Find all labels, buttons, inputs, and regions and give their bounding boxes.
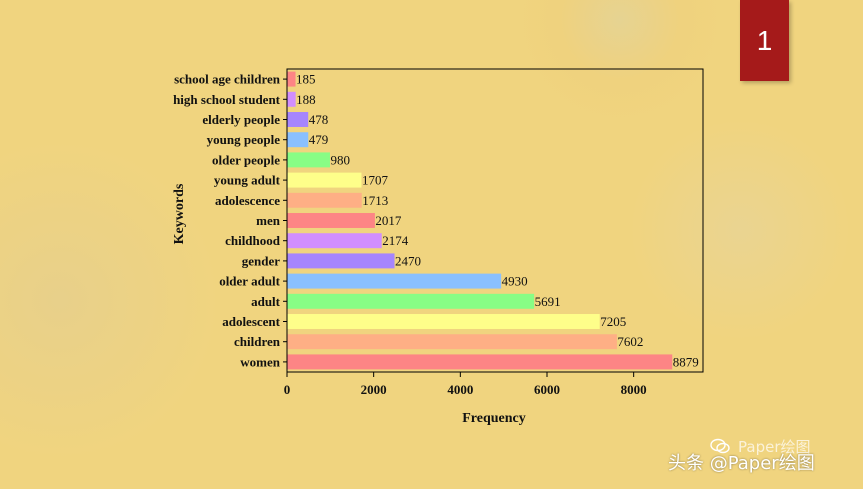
bar xyxy=(287,172,362,188)
data-label: 2174 xyxy=(382,233,409,248)
data-label: 478 xyxy=(309,112,329,127)
x-tick-label: 4000 xyxy=(447,382,473,397)
bar xyxy=(287,293,535,309)
category-label: older people xyxy=(212,152,280,167)
data-label: 980 xyxy=(330,152,350,167)
x-tick-label: 6000 xyxy=(534,382,560,397)
x-axis-title: Frequency xyxy=(462,411,526,426)
slide-number-badge: 1 xyxy=(740,0,789,81)
category-label: young people xyxy=(207,132,281,147)
data-label: 1713 xyxy=(362,193,388,208)
x-tick-label: 2000 xyxy=(361,382,387,397)
category-label: gender xyxy=(242,253,281,268)
bar xyxy=(287,112,309,127)
x-tick-label: 8000 xyxy=(621,382,647,397)
data-label: 8879 xyxy=(673,354,699,369)
watermark-faint-text: Paper绘图 xyxy=(738,438,811,456)
category-label: school age children xyxy=(174,72,281,87)
data-label: 5691 xyxy=(535,294,561,309)
category-label: elderly people xyxy=(202,112,280,127)
category-label: young adult xyxy=(214,173,281,188)
data-label: 1707 xyxy=(362,173,389,188)
bar xyxy=(287,273,502,289)
bar xyxy=(287,192,362,208)
data-label: 2017 xyxy=(375,213,402,228)
wechat-icon xyxy=(710,438,730,454)
bar xyxy=(287,233,382,249)
category-label: older adult xyxy=(219,274,280,289)
data-label: 2470 xyxy=(395,253,421,268)
bar xyxy=(287,71,296,87)
category-label: children xyxy=(234,334,281,349)
bar xyxy=(287,91,296,107)
category-label: men xyxy=(256,213,281,228)
bar xyxy=(287,253,395,269)
category-label: high school student xyxy=(173,92,281,107)
bar xyxy=(287,334,617,350)
category-label: childhood xyxy=(225,233,281,248)
bar xyxy=(287,314,600,329)
data-label: 479 xyxy=(309,132,329,147)
watermark-text: 头条 @Paper绘图 xyxy=(668,453,815,474)
data-label: 7602 xyxy=(617,334,643,349)
bar xyxy=(287,354,673,370)
category-label: adult xyxy=(251,294,281,309)
bar xyxy=(287,152,330,168)
category-label: adolescent xyxy=(222,314,280,329)
plot-area-group: school age children 185 high school studen… xyxy=(173,68,704,397)
x-tick-label: 0 xyxy=(284,382,291,397)
category-label: women xyxy=(240,354,280,369)
data-label: 4930 xyxy=(502,274,528,289)
data-label: 7205 xyxy=(600,314,626,329)
data-label: 188 xyxy=(296,92,316,107)
y-axis-title: Keywords xyxy=(172,183,187,244)
data-label: 185 xyxy=(296,72,316,87)
category-label: adolescence xyxy=(215,193,280,208)
bar xyxy=(287,213,375,228)
bar xyxy=(287,132,309,148)
